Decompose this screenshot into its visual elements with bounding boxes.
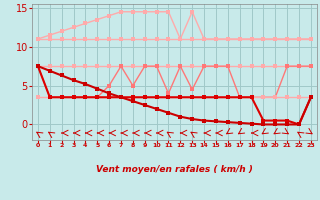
X-axis label: Vent moyen/en rafales ( km/h ): Vent moyen/en rafales ( km/h ): [96, 165, 253, 174]
